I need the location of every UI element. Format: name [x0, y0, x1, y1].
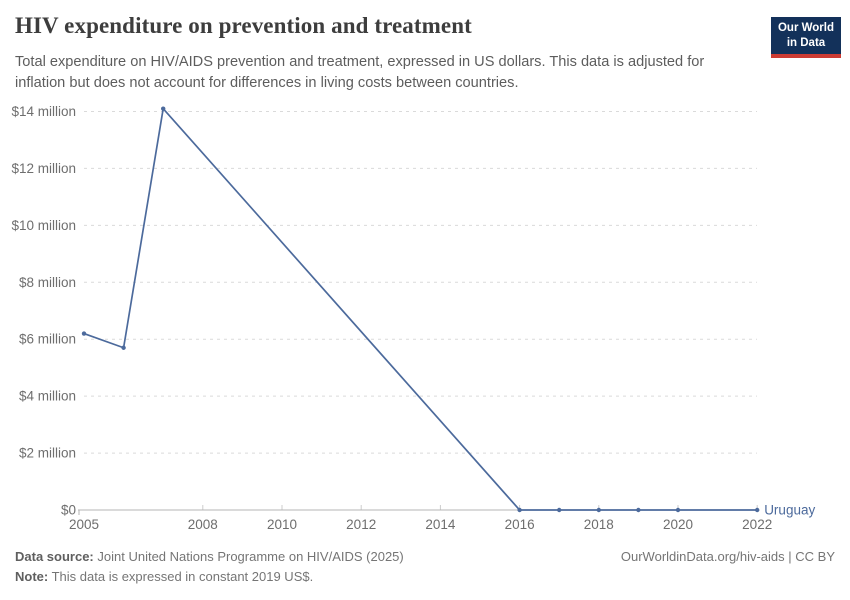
- note-label: Note:: [15, 569, 49, 584]
- y-axis-tick-label: $12 million: [11, 161, 76, 176]
- y-axis-tick-label: $2 million: [19, 446, 76, 461]
- series-end-label[interactable]: Uruguay: [764, 503, 815, 518]
- data-point[interactable]: [557, 507, 562, 513]
- data-point[interactable]: [121, 345, 126, 350]
- x-axis-tick-label: 2005: [69, 517, 99, 532]
- chart-footer: Data source: Joint United Nations Progra…: [15, 547, 404, 587]
- credit-link[interactable]: OurWorldinData.org/hiv-aids | CC BY: [620, 549, 835, 564]
- data-point[interactable]: [596, 507, 601, 513]
- x-axis-tick-label: 2014: [425, 517, 456, 532]
- owid-logo-line1: Our World: [777, 22, 834, 34]
- owid-logo-line2: in Data: [786, 36, 826, 49]
- x-axis-tick-label: 2012: [346, 517, 376, 532]
- note-line: Note: This data is expressed in constant…: [15, 567, 404, 587]
- y-axis-tick-label: $6 million: [19, 332, 76, 347]
- x-axis-tick-label: 2018: [584, 517, 614, 532]
- x-axis-tick-label: 2016: [505, 517, 535, 532]
- chart-subtitle: Total expenditure on HIV/AIDS prevention…: [15, 54, 705, 91]
- note-text: This data is expressed in constant 2019 …: [51, 569, 314, 584]
- data-point[interactable]: [636, 507, 641, 513]
- owid-logo: Our World in Data: [771, 17, 841, 58]
- x-axis-tick-label: 2008: [188, 517, 218, 532]
- data-source-line: Data source: Joint United Nations Progra…: [15, 547, 404, 567]
- y-axis-tick-label: $10 million: [11, 218, 76, 233]
- x-axis-tick-label: 2022: [742, 517, 772, 532]
- data-point[interactable]: [81, 331, 87, 336]
- line-chart-plot-area[interactable]: $0 $2 million $4 million $6 million $8 milli…: [0, 95, 850, 545]
- data-point[interactable]: [675, 507, 681, 513]
- y-axis-tick-label: $8 million: [19, 275, 76, 290]
- data-point[interactable]: [755, 507, 760, 513]
- data-point[interactable]: [517, 507, 522, 513]
- data-point[interactable]: [161, 106, 166, 111]
- y-axis-tick-label: $0: [61, 503, 76, 518]
- y-axis-tick-label: $4 million: [19, 389, 76, 404]
- y-axis-tick-label: $14 million: [11, 104, 76, 119]
- data-source-label: Data source:: [15, 549, 94, 564]
- chart-title: HIV expenditure on prevention and treatm…: [15, 13, 472, 38]
- x-axis-tick-label: 2010: [267, 517, 297, 532]
- data-source-text: Joint United Nations Programme on HIV/AI…: [97, 549, 404, 564]
- x-axis-tick-label: 2020: [663, 517, 693, 532]
